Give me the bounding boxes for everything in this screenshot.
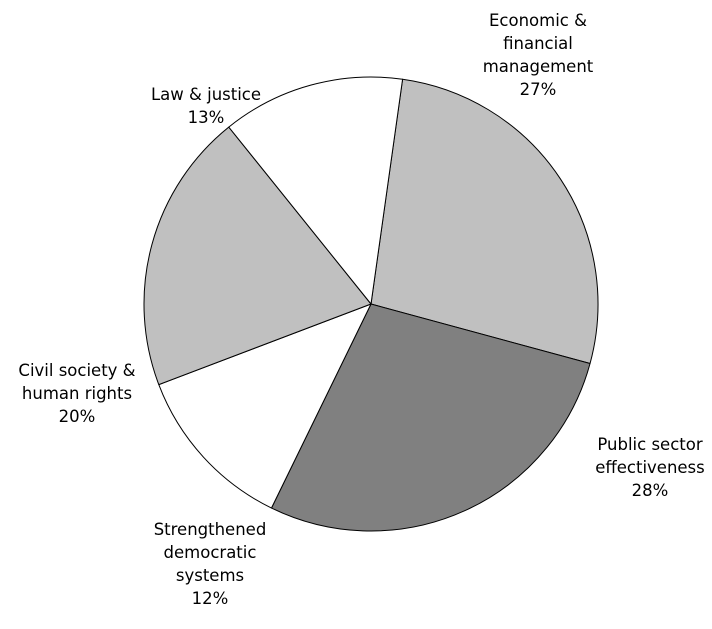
pie-slice-label: Civil society & human rights 20% bbox=[18, 361, 135, 426]
pie-slice bbox=[228, 76, 404, 305]
pie-slice-label-line: effectiveness bbox=[595, 458, 705, 477]
pie-slice-label-line: human rights bbox=[22, 384, 132, 403]
pie-slice bbox=[158, 303, 372, 509]
pie-slice-label-line: systems bbox=[176, 566, 244, 585]
pie-slice-label-line: Strengthened bbox=[154, 520, 267, 539]
pie-slice-label-line: democratic bbox=[164, 543, 257, 562]
pie-slice bbox=[370, 78, 599, 365]
pie-slice-label: Law & justice 13% bbox=[151, 85, 261, 127]
pie-slice-label: Public sector effectiveness 28% bbox=[595, 435, 705, 500]
pie-slice-label-line: Economic & bbox=[489, 11, 587, 30]
pie-slice-value: 20% bbox=[59, 407, 96, 426]
pie-slice-label-line: management bbox=[483, 57, 594, 76]
pie-slice-label: Economic & financial management 27% bbox=[483, 11, 594, 99]
pie-slice-label-line: financial bbox=[503, 34, 573, 53]
pie-slice bbox=[270, 303, 591, 532]
pie-slice-label-line: Public sector bbox=[597, 435, 702, 454]
pie-slice-label-line: Law & justice bbox=[151, 85, 261, 104]
pie-slice-label-line: Civil society & bbox=[18, 361, 135, 380]
pie-slice-value: 12% bbox=[192, 589, 229, 608]
pie-slice-value: 27% bbox=[520, 80, 557, 99]
pie-labels: Economic & financial management 27% Public s… bbox=[18, 11, 704, 608]
pie-slices bbox=[143, 76, 599, 532]
pie-slice bbox=[143, 126, 372, 386]
pie-slice-label: Strengthened democratic systems 12% bbox=[154, 520, 267, 608]
pie-slice-value: 28% bbox=[632, 481, 669, 500]
pie-slice-value: 13% bbox=[188, 108, 225, 127]
